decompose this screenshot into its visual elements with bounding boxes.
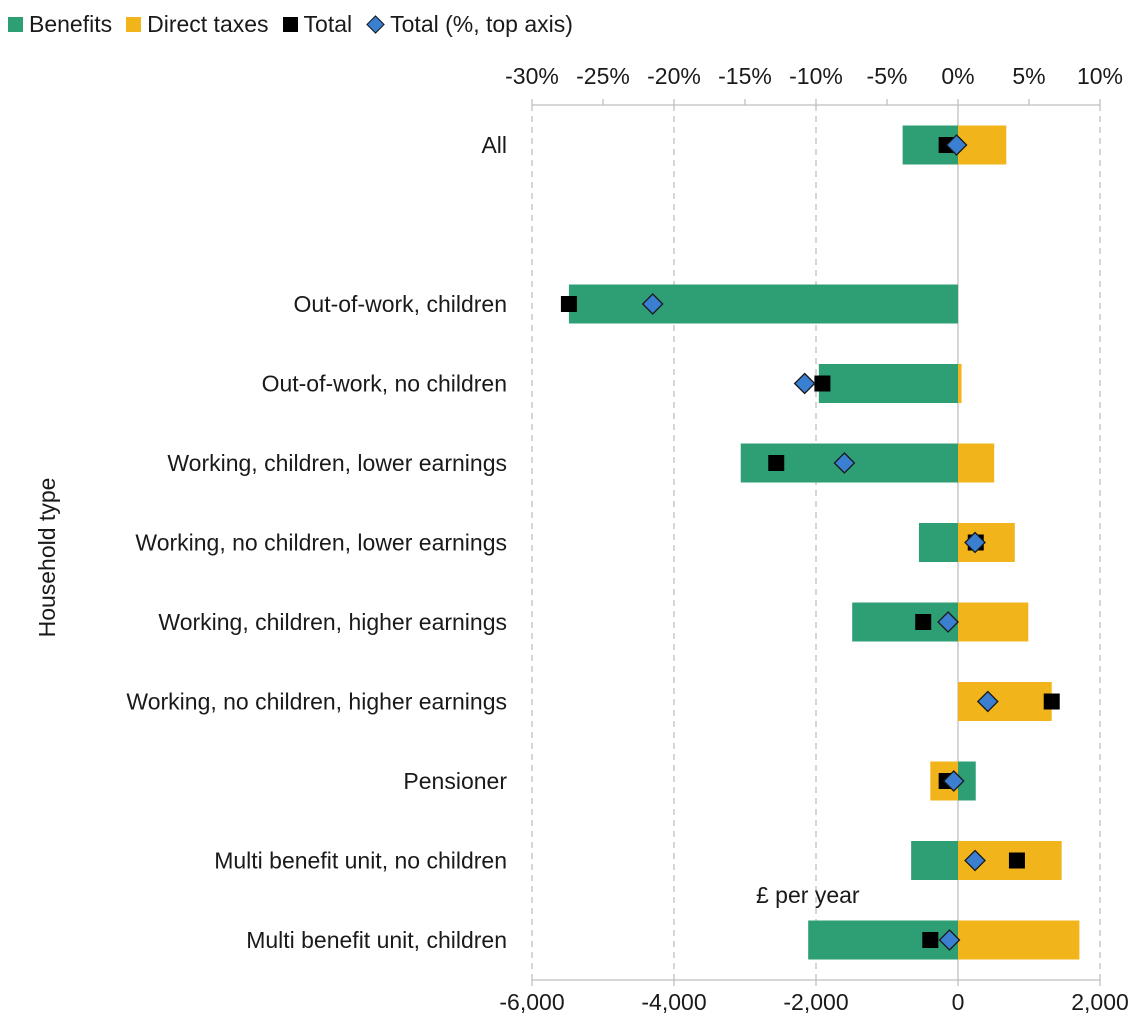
benefits-bar [918,523,958,562]
category-label: Multi benefit unit, no children [214,848,507,874]
y-axis-title: Household type [34,478,60,638]
total-marker [768,455,785,471]
total-pct-marker [938,929,961,951]
category-label: Out-of-work, no children [262,371,507,397]
category-label: Pensioner [403,768,507,794]
direct-taxes-bar [958,602,1029,642]
bottom-axis-annotation: £ per year [756,882,860,908]
bottom-axis-tick-label: 0 [952,989,965,1015]
category-label: Working, no children, higher earnings [126,689,507,715]
category-label: Out-of-work, children [294,291,507,317]
top-axis-tick-label: -20% [647,63,701,89]
legend-item-benefits[interactable]: Benefits [8,11,112,38]
total-pct-marker [833,452,856,474]
total-pct-marker [945,134,968,156]
legend: Benefits Direct taxes Total Total (%, to… [8,10,587,38]
total-marker [1008,852,1025,869]
legend-label-total: Total [303,10,353,37]
category-label: Working, children, higher earnings [158,609,507,635]
top-axis-tick-label: -10% [789,63,843,89]
direct-taxes-bar [958,364,962,403]
bottom-axis-tick-label: -6,000 [499,989,564,1015]
top-axis-tick-label: -30% [505,63,559,89]
category-label: Working, no children, lower earnings [135,530,507,556]
top-axis-tick-label: -5% [867,63,908,89]
benefits-bar [958,761,976,801]
legend-label-direct-taxes: Direct taxes [147,10,269,37]
total-pct-marker [976,690,999,713]
legend-swatch-direct-taxes [126,16,142,32]
total-pct-marker [793,372,816,395]
top-axis-tick-label: -15% [718,63,772,89]
total-marker [915,614,932,630]
total-marker [560,296,577,312]
bottom-axis-tick-label: -4,000 [641,989,706,1015]
top-axis-tick-label: 0% [941,63,974,89]
top-axis-tick-label: 10% [1077,63,1123,89]
total-marker [814,375,831,392]
category-label: Working, children, lower earnings [167,450,507,476]
benefits-bar [911,841,958,880]
total-marker [1043,693,1060,710]
legend-item-total[interactable]: Total [282,10,353,38]
total-pct-marker [937,611,959,633]
legend-swatch-total [282,16,298,32]
benefits-bar [818,364,958,403]
direct-taxes-bar [958,682,1052,721]
direct-taxes-bar [958,920,1080,960]
legend-item-total-pct[interactable]: Total (%, top axis) [366,11,573,38]
legend-swatch-benefits [8,16,23,32]
legend-item-direct-taxes[interactable]: Direct taxes [126,10,269,38]
total-pct-marker [641,293,664,315]
legend-label-benefits: Benefits [29,10,113,37]
total-pct-marker [964,531,986,554]
bottom-axis-tick-label: 2,000 [1071,989,1129,1015]
benefits-bar [568,284,958,324]
total-pct-marker [964,849,986,872]
category-label: Multi benefit unit, children [246,927,507,953]
bottom-axis-tick-label: -2,000 [783,989,848,1015]
top-axis-tick-label: -25% [576,63,630,89]
total-marker [922,932,939,948]
direct-taxes-bar [958,443,995,483]
legend-label-total-pct: Total (%, top axis) [390,10,573,37]
total-pct-marker [942,770,965,792]
category-label: All [481,132,507,158]
top-axis-tick-label: 5% [1012,63,1045,89]
